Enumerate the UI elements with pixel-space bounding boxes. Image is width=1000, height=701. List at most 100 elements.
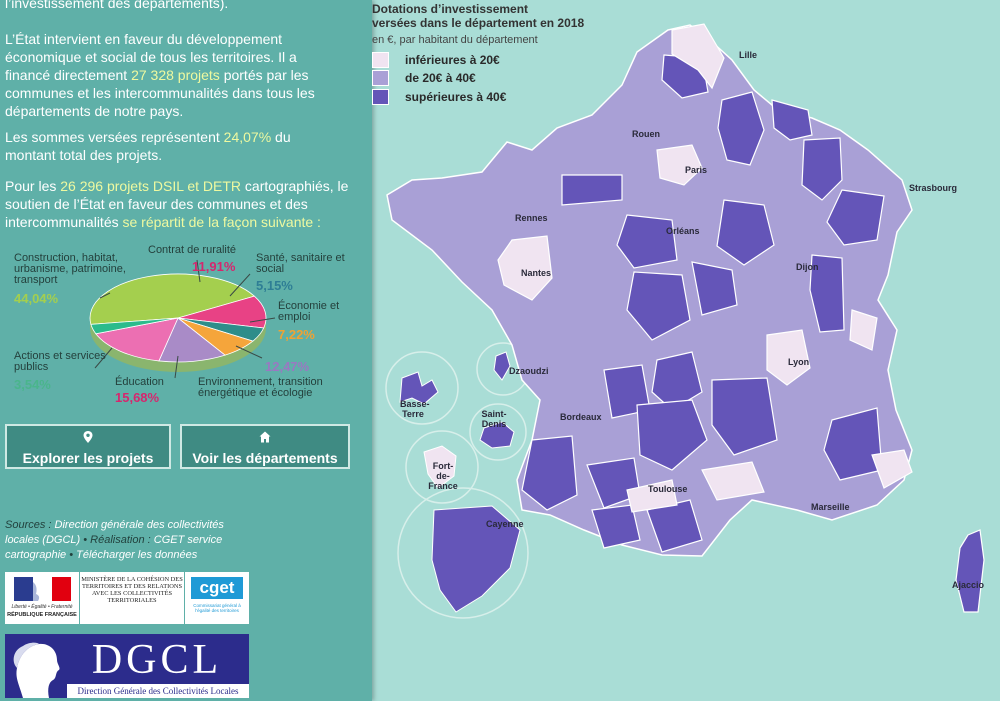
department-shape[interactable] [826, 189, 885, 246]
department-shape[interactable] [809, 254, 845, 333]
pie-slice-construction[interactable] [89, 273, 256, 325]
paragraph-text: Les sommes versées représentent [5, 129, 224, 145]
slice-label-economie: Économie et emploi [278, 300, 340, 323]
reunion-inset-circle [469, 403, 527, 461]
dgcl-link[interactable]: Direction générale des collectivités loc… [5, 519, 224, 546]
pie-slices [89, 273, 267, 363]
legend-label: supérieures à 40€ [405, 90, 507, 104]
department-shape[interactable] [871, 449, 913, 489]
city-label-marseille: Marseille [811, 502, 850, 512]
mayotte-shape[interactable] [493, 351, 511, 381]
city-label-nantes: Nantes [521, 268, 552, 278]
department-shape[interactable] [716, 199, 775, 266]
department-shape[interactable] [591, 504, 641, 549]
paragraph-text: portés par les communes et les intercomm… [5, 67, 315, 119]
share-percent: 24,07% [223, 129, 272, 145]
city-label-orleans: Orléans [666, 226, 700, 236]
rf-name: RÉPUBLIQUE FRANÇAISE [7, 612, 77, 618]
city-label-rennes: Rennes [515, 213, 548, 223]
slice-label-ruralite: Contrat de ruralité [148, 244, 237, 256]
corsica-shape[interactable] [955, 529, 985, 613]
pie-slice-environnement[interactable] [158, 317, 226, 363]
city-label-rouen: Rouen [632, 129, 660, 139]
department-shape[interactable] [656, 144, 703, 186]
department-shape[interactable] [561, 174, 623, 206]
dgcl-logo: DGCL Direction Générale des Collectivité… [5, 634, 249, 698]
city-label-ajaccio: Ajaccio [952, 580, 985, 590]
legend-subtitle: en €, par habitant du département [372, 34, 538, 46]
map-area: Dotations d’investissement versées dans … [372, 0, 1000, 701]
cget-link[interactable]: CGET service cartographie [5, 534, 223, 561]
explore-projects-button[interactable]: Explorer les projets [5, 424, 171, 469]
paragraph-share: Les sommes versées représentent 24,07% d… [5, 128, 345, 164]
department-shape[interactable] [711, 377, 778, 456]
paragraph-text: L’État intervient en faveur du développe… [5, 31, 297, 83]
marianne-flag-icon [14, 577, 71, 601]
guadeloupe-shape[interactable] [399, 371, 439, 405]
pie-depth [90, 318, 266, 372]
download-data-link[interactable]: Télécharger les données [76, 549, 198, 561]
legend-title-line: versées dans le département en 2018 [372, 16, 585, 30]
department-shape[interactable] [616, 214, 678, 269]
paragraph-text: du montant total des projets. [5, 129, 291, 163]
cget-logo: cget Commissariat général à l’égalité de… [185, 572, 249, 624]
slice-pct-sante: 5,15% [256, 278, 293, 293]
department-shape[interactable] [521, 435, 578, 511]
department-shape[interactable] [717, 91, 765, 166]
legend-swatch [372, 52, 389, 68]
slice-label-construction: Construction, habitat, urbanisme, patrim… [14, 252, 126, 286]
legend-title: Dotations d’investissement versées dans … [372, 2, 584, 30]
guyane-shape[interactable] [431, 505, 521, 613]
department-shape[interactable] [849, 309, 878, 351]
martinique-shape[interactable] [423, 445, 457, 489]
paragraph-highlight: se répartit de la façon suivante : [122, 214, 321, 230]
explore-projects-label: Explorer les projets [22, 450, 154, 466]
credits-separator: • [66, 549, 77, 561]
city-label-basse-terre: Basse-Terre [400, 399, 430, 419]
city-label-dijon: Dijon [796, 262, 819, 272]
view-departments-label: Voir les départements [192, 450, 338, 466]
pie-chart-svg [89, 259, 276, 379]
dgcl-subtitle: Direction Générale des Collectivités Loc… [67, 684, 249, 698]
department-shape[interactable] [626, 479, 678, 513]
pie-slice-education[interactable] [95, 317, 179, 362]
city-label-strasbourg: Strasbourg [909, 183, 958, 193]
department-shape[interactable] [671, 23, 725, 90]
department-shape[interactable] [636, 399, 708, 471]
city-label-dzaoudzi: Dzaoudzi [509, 366, 549, 376]
department-shape[interactable] [771, 99, 813, 141]
paragraph-text: Pour les [5, 178, 61, 194]
marianne-profile-icon [13, 642, 60, 698]
leader-lines [94, 259, 276, 379]
ministere-logo: MINISTÈRE DE LA COHÉSION DES TERRITOIRES… [80, 572, 184, 624]
home-icon [182, 431, 348, 444]
legend-title-line: Dotations d’investissement [372, 2, 529, 16]
paragraph-projects: L’État intervient en faveur du développe… [5, 30, 345, 120]
department-shape[interactable] [701, 461, 765, 501]
dgcl-wordmark: DGCL [91, 637, 223, 683]
view-departments-button[interactable]: Voir les départements [180, 424, 350, 469]
martinique-inset-circle [405, 430, 479, 504]
cget-subtitle: Commissariat général à l’égalité des ter… [193, 603, 241, 613]
slice-pct-education: 15,68% [115, 390, 160, 405]
pie-slice-ruralite[interactable] [177, 295, 267, 329]
departments-low [497, 23, 913, 513]
department-shape[interactable] [766, 329, 811, 386]
department-shape[interactable] [626, 271, 691, 341]
pie-side [90, 318, 266, 372]
pie-slice-actions[interactable] [90, 317, 179, 335]
info-panel: l’investissement des départements). L’Ét… [0, 0, 372, 701]
slice-pct-actions: 3,54% [14, 377, 51, 392]
reunion-shape[interactable] [479, 421, 515, 449]
department-shape[interactable] [823, 407, 883, 481]
department-shape[interactable] [497, 235, 553, 301]
legend-swatch [372, 89, 389, 105]
department-shape[interactable] [801, 137, 843, 201]
departments-high [521, 54, 885, 553]
slice-pct-ruralite: 11,91% [192, 259, 236, 274]
city-label-lyon: Lyon [788, 357, 810, 367]
credits-separator: • Réalisation : [80, 534, 154, 546]
department-shape[interactable] [691, 261, 738, 316]
cget-wordmark: cget [191, 577, 243, 599]
slice-pct-construction: 44,04% [14, 291, 59, 306]
